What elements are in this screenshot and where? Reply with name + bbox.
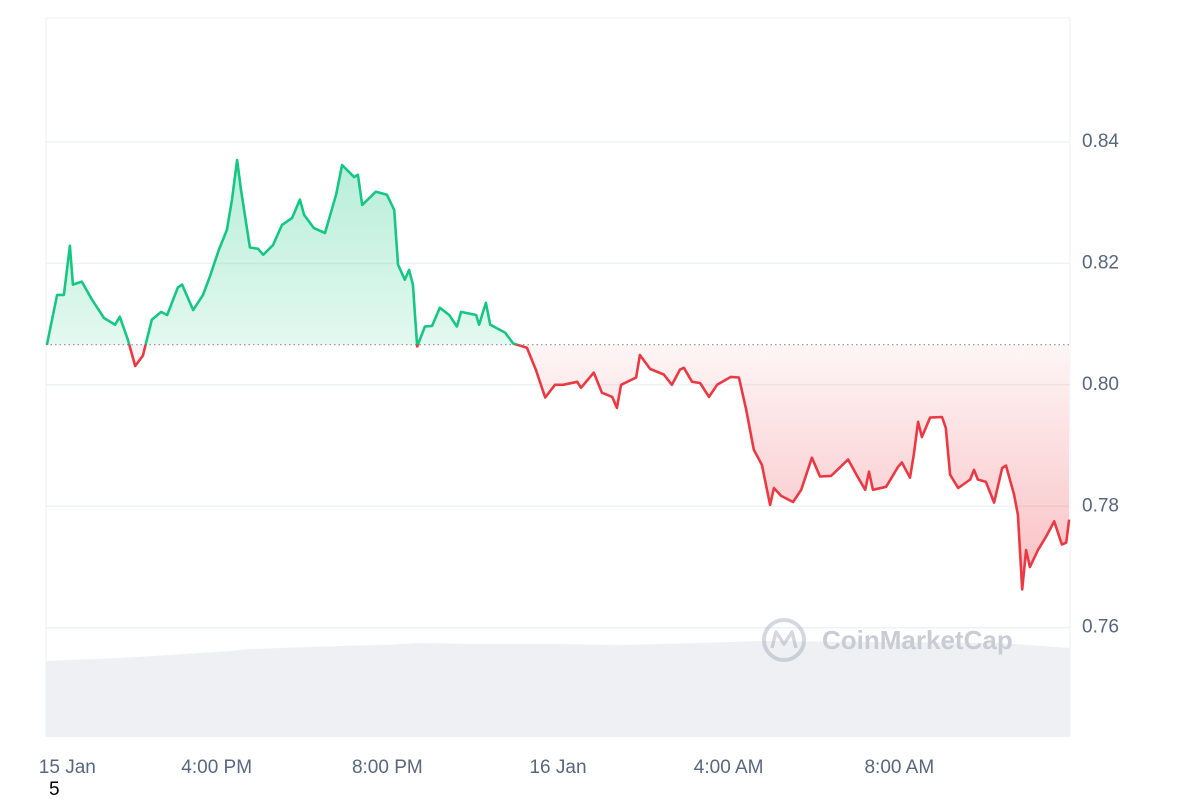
- y-tick-label: 0.76: [1082, 617, 1119, 638]
- x-tick-label: 8:00 PM: [352, 757, 423, 778]
- x-tick-label: 16 Jan: [529, 757, 586, 778]
- y-tick-label: 0.84: [1082, 131, 1119, 152]
- x-tick-label: 4:00 AM: [694, 757, 764, 778]
- x-tick-label: 8:00 AM: [864, 757, 934, 778]
- y-tick-label: 0.82: [1082, 252, 1119, 273]
- y-tick-label: 0.78: [1082, 495, 1119, 516]
- y-tick-label: 0.80: [1082, 374, 1119, 395]
- price-line: [45, 158, 1071, 591]
- price-area: [46, 160, 1070, 590]
- watermark-logo: [762, 618, 806, 662]
- volume-area: [46, 641, 1070, 737]
- x-tick-label: 4:00 PM: [181, 757, 252, 778]
- watermark: CoinMarketCap: [822, 625, 1013, 655]
- x-tick-label: 15 Jan: [39, 757, 96, 778]
- footnote: 5: [49, 779, 60, 800]
